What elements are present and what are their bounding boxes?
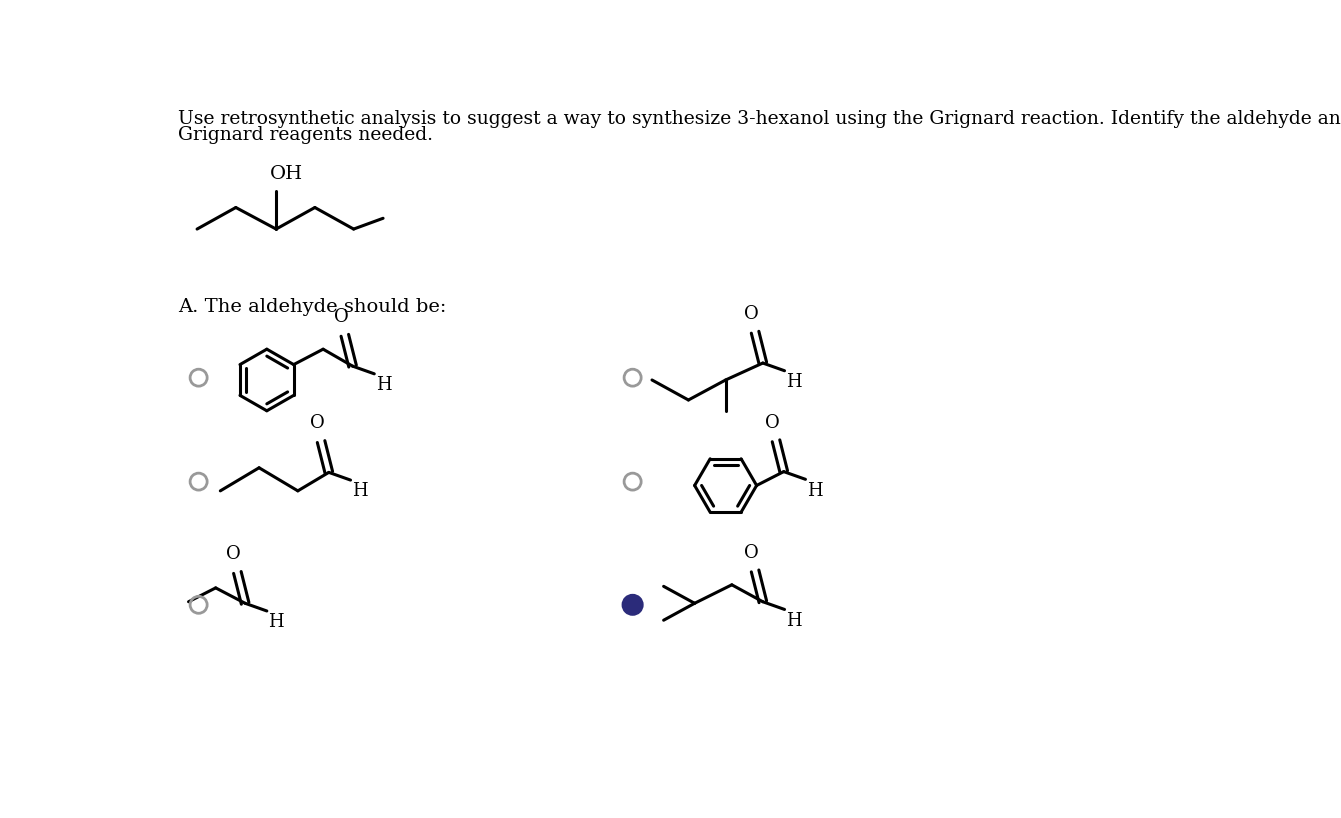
Text: H: H xyxy=(268,614,284,631)
Text: H: H xyxy=(786,612,802,630)
Text: H: H xyxy=(375,376,392,394)
Text: O: O xyxy=(310,415,325,433)
Text: H: H xyxy=(807,482,822,500)
Circle shape xyxy=(624,596,642,614)
Text: Use retrosynthetic analysis to suggest a way to synthesize 3-hexanol using the G: Use retrosynthetic analysis to suggest a… xyxy=(178,110,1341,128)
Text: OH: OH xyxy=(270,165,303,183)
Text: H: H xyxy=(353,483,367,501)
Text: O: O xyxy=(334,308,349,326)
Text: H: H xyxy=(786,373,802,391)
Text: O: O xyxy=(744,544,759,562)
Text: O: O xyxy=(227,546,241,564)
Text: Grignard reagents needed.: Grignard reagents needed. xyxy=(178,126,433,144)
Text: A. The aldehyde should be:: A. The aldehyde should be: xyxy=(178,299,447,317)
Text: O: O xyxy=(764,414,779,432)
Text: O: O xyxy=(744,305,759,323)
